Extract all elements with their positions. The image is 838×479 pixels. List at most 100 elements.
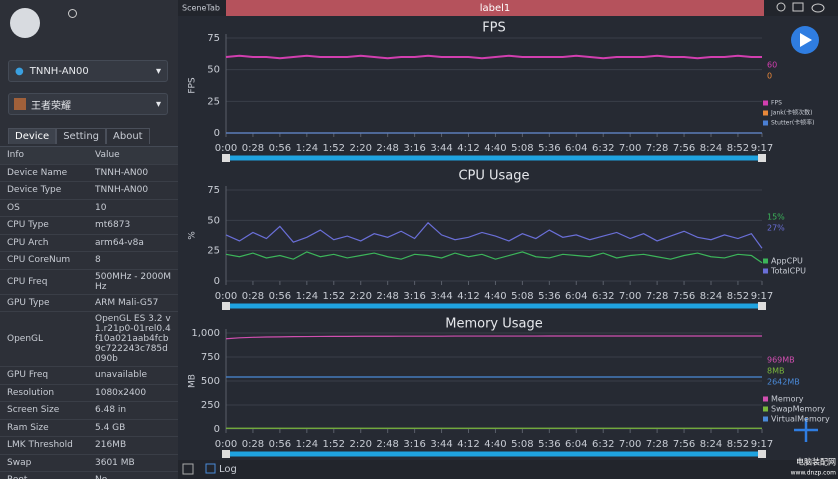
legend-swatch — [763, 120, 768, 126]
folder-icon[interactable] — [792, 2, 804, 12]
chart-title: Memory Usage — [445, 317, 543, 332]
x-tick-label: 4:40 — [484, 439, 506, 450]
table-row: CPU CoreNum 8 — [0, 252, 178, 270]
avatar[interactable] — [10, 8, 40, 38]
range-slider — [226, 451, 762, 457]
table-row: RootNo — [0, 472, 178, 479]
x-tick-label: 6:32 — [592, 439, 614, 450]
x-tick-label: 4:40 — [484, 291, 506, 302]
x-tick-label: 0:56 — [269, 439, 291, 450]
table-cell: Ram Size — [7, 422, 49, 433]
x-tick-label: 8:24 — [700, 143, 722, 154]
x-tick-label: 8:52 — [727, 291, 749, 302]
range-slider — [226, 155, 762, 161]
tab[interactable]: About — [106, 128, 150, 144]
x-tick-label: 6:04 — [565, 439, 587, 450]
table-cell: LMK Threshold — [7, 440, 73, 451]
x-tick-label: 5:08 — [511, 291, 533, 302]
dropdown-button[interactable] — [182, 463, 194, 475]
x-tick-label: 1:24 — [296, 291, 318, 302]
x-tick-label: 7:56 — [673, 439, 695, 450]
location-icon[interactable] — [776, 2, 786, 12]
table-cell: Device Type — [7, 185, 62, 196]
x-tick-label: 2:48 — [376, 439, 398, 450]
x-tick-label: 6:04 — [565, 291, 587, 302]
header-cell: Info — [7, 150, 25, 161]
table-cell: 500MHz - 2000MHz — [95, 271, 172, 292]
table-cell: TNNH-AN00 — [95, 167, 149, 178]
table-cell: TNNH-AN00 — [95, 185, 149, 196]
x-tick-label: 0:56 — [269, 143, 291, 154]
tab-label-text: label1 — [480, 3, 511, 14]
device-select[interactable]: ● TNNH-AN00 ▾ — [8, 60, 168, 82]
table-cell: OpenGL ES 3.2 v1.r21p0-01rel0.4f10a021aa… — [95, 314, 171, 364]
log-checkbox[interactable] — [205, 463, 216, 474]
table-cell: GPU Type — [7, 297, 50, 308]
x-tick-label: 2:20 — [349, 143, 371, 154]
legend-label: VirtualMemory — [771, 415, 830, 424]
table-cell: Root — [0, 475, 88, 479]
power-icon[interactable] — [68, 9, 77, 18]
table-cell: OS — [7, 202, 20, 213]
legend-label: Memory — [771, 395, 804, 404]
x-tick-label: 5:36 — [538, 143, 560, 154]
tab[interactable]: Device — [8, 128, 57, 144]
app-select[interactable]: 王者荣耀 ▾ — [8, 93, 168, 115]
bottom-bar — [178, 460, 838, 479]
x-tick-label: 7:28 — [646, 439, 668, 450]
table-row: Ram Size 5.4 GB — [0, 420, 178, 437]
cloud-icon[interactable] — [811, 3, 825, 13]
x-tick-label: 3:16 — [403, 439, 425, 450]
y-tick-label: 50 — [207, 215, 220, 226]
table-cell: 216MB — [95, 440, 127, 451]
add-button[interactable] — [794, 418, 818, 442]
y-tick-label: 0 — [214, 128, 220, 139]
table-cell: ARM Mali-G57 — [95, 297, 159, 308]
range-slider — [226, 303, 762, 309]
x-tick-label: 4:40 — [484, 143, 506, 154]
y-tick-label: 250 — [201, 400, 220, 411]
table-row: OpenGL OpenGL ES 3.2 v1.r21p0-01rel0.4f10… — [0, 312, 178, 367]
x-tick-label: 6:32 — [592, 291, 614, 302]
tab-label[interactable] — [226, 0, 764, 16]
slider-handle — [222, 154, 230, 162]
table-cell: Swap — [7, 457, 32, 468]
legend-label: Jank(卡顿次数) — [770, 109, 812, 117]
legend-swatch — [763, 100, 768, 106]
legend-label: AppCPU — [771, 257, 803, 266]
x-tick-label: 0:00 — [215, 143, 237, 154]
x-tick-label: 3:44 — [430, 439, 452, 450]
table-row: GPU Type ARM Mali-G57 — [0, 295, 178, 312]
scene-tab[interactable]: SceneTab — [182, 4, 220, 13]
log-label: Log — [219, 464, 237, 475]
table-row: LMK Threshold 216MB — [0, 437, 178, 455]
x-tick-label: 9:17 — [751, 291, 773, 302]
x-tick-label: 9:17 — [751, 143, 773, 154]
x-tick-label: 9:17 — [751, 439, 773, 450]
x-tick-label: 5:36 — [538, 439, 560, 450]
x-tick-label: 3:16 — [403, 291, 425, 302]
table-row: Resolution 1080x2400 — [0, 385, 178, 402]
y-axis-label: FPS — [188, 77, 198, 94]
x-tick-label: 7:00 — [619, 291, 641, 302]
tab[interactable]: Setting — [56, 128, 107, 144]
table-cell: Screen Size — [7, 405, 60, 416]
x-tick-label: 0:00 — [215, 439, 237, 450]
x-tick-label: 8:52 — [727, 143, 749, 154]
table-row: Device Name TNNH-AN00 — [0, 165, 178, 182]
slider-handle — [758, 302, 766, 310]
y-tick-label: 25 — [207, 246, 220, 257]
table-cell: 3601 MB — [95, 457, 135, 468]
table-cell: CPU CoreNum — [7, 255, 71, 266]
series-line — [225, 54, 762, 60]
series-line — [225, 251, 763, 264]
x-tick-label: 3:44 — [430, 143, 452, 154]
table-cell: unavailable — [95, 370, 148, 381]
table-cell: 1080x2400 — [95, 387, 147, 398]
table-row: Device Type TNNH-AN00 — [0, 182, 178, 200]
table-cell: No — [88, 473, 176, 479]
x-tick-label: 1:24 — [296, 439, 318, 450]
slider-handle — [758, 450, 766, 458]
sidebar: ● TNNH-AN00 ▾ 王者荣耀 ▾ Device Setting About I… — [0, 0, 178, 479]
